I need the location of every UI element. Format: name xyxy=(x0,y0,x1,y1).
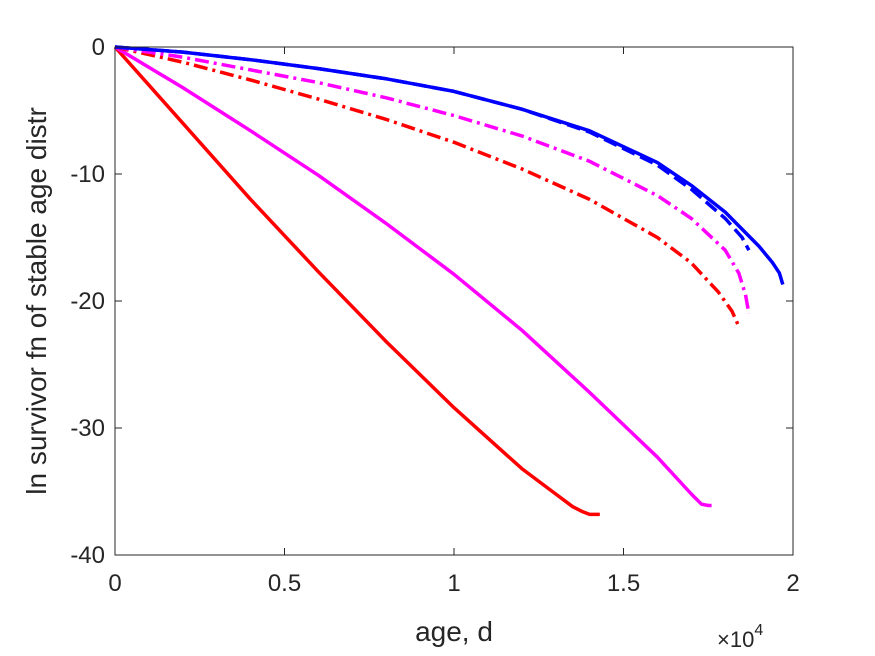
axes-layer: 0 0.5 1 1.5 2 0 -10 -20 -30 -40 xyxy=(70,34,799,597)
y-axis-label: ln survivor fn of stable age distr xyxy=(21,107,52,495)
y-tick-label: -20 xyxy=(70,288,105,315)
series-line-4 xyxy=(114,45,751,315)
y-tick-label: -10 xyxy=(70,161,105,188)
series-line-5 xyxy=(114,45,751,252)
x-tick-label: 1.5 xyxy=(607,570,640,597)
x-tick-label: 0.5 xyxy=(268,570,301,597)
series-line-6 xyxy=(114,45,785,286)
x-multiplier-exponent: 4 xyxy=(754,622,763,639)
series-line-2 xyxy=(114,45,712,508)
series-layer xyxy=(113,45,785,517)
y-tick-label: 0 xyxy=(92,34,105,61)
series-line-3 xyxy=(114,45,741,328)
x-multiplier-label: ×104 xyxy=(717,622,763,652)
x-multiplier-base: ×10 xyxy=(717,627,754,652)
plot-area-box xyxy=(114,46,794,556)
x-tick-label: 1 xyxy=(447,570,460,597)
x-tick-label: 2 xyxy=(786,570,799,597)
x-axis-label: age, d xyxy=(415,616,493,647)
x-tick-label: 0 xyxy=(108,570,121,597)
y-tick-label: -30 xyxy=(70,415,105,442)
y-tick-label: -40 xyxy=(70,542,105,569)
series-line-1 xyxy=(113,45,600,517)
